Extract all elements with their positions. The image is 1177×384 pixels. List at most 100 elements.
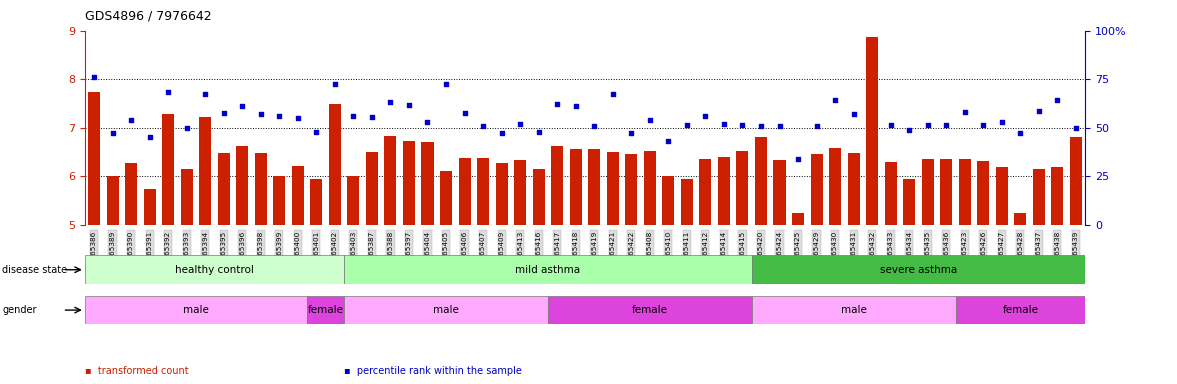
Point — [1066, 124, 1085, 131]
Bar — [570, 149, 581, 225]
Text: ▪  percentile rank within the sample: ▪ percentile rank within the sample — [344, 366, 521, 376]
Bar — [754, 137, 767, 225]
Bar — [273, 176, 285, 225]
Point — [455, 110, 474, 116]
Point — [659, 138, 678, 144]
Bar — [344, 255, 752, 284]
Bar — [1033, 169, 1045, 225]
Point — [473, 123, 492, 129]
Point — [381, 99, 400, 106]
Bar — [292, 167, 304, 225]
Point — [511, 121, 530, 127]
Bar — [533, 169, 545, 225]
Bar — [459, 158, 471, 225]
Point — [621, 131, 640, 137]
Bar — [144, 189, 155, 225]
Bar — [106, 176, 119, 225]
Bar — [514, 160, 526, 225]
Bar — [940, 159, 952, 225]
Point — [789, 156, 807, 162]
Bar — [625, 154, 637, 225]
Point — [752, 123, 771, 129]
Bar — [385, 136, 397, 225]
Bar — [328, 104, 341, 225]
Text: male: male — [840, 305, 866, 315]
Bar — [606, 152, 619, 225]
Point — [233, 103, 252, 109]
Point — [807, 123, 826, 129]
Bar — [366, 152, 378, 225]
Bar — [847, 153, 859, 225]
Bar — [347, 176, 359, 225]
Point — [195, 91, 214, 97]
Text: female: female — [1003, 305, 1038, 315]
Text: gender: gender — [2, 305, 36, 315]
Point — [956, 109, 975, 115]
Text: disease state: disease state — [2, 265, 67, 275]
Bar — [588, 149, 600, 225]
Bar — [218, 153, 230, 225]
Point — [325, 81, 344, 87]
Bar — [311, 179, 322, 225]
Point — [418, 119, 437, 125]
Bar — [421, 142, 433, 225]
Point — [918, 122, 937, 128]
Bar — [996, 167, 1008, 225]
Point — [121, 118, 140, 124]
Point — [1011, 131, 1030, 137]
Point — [252, 111, 271, 117]
Point — [733, 122, 752, 128]
Bar — [1015, 212, 1026, 225]
Text: healthy control: healthy control — [175, 265, 254, 275]
Text: female: female — [307, 305, 344, 315]
Bar — [811, 154, 823, 225]
Point — [566, 103, 585, 109]
Bar — [88, 92, 100, 225]
Bar — [477, 158, 490, 225]
Bar — [548, 296, 752, 324]
Bar — [956, 296, 1085, 324]
Point — [1030, 108, 1049, 114]
Point — [640, 118, 659, 124]
Text: mild asthma: mild asthma — [516, 265, 580, 275]
Point — [825, 96, 844, 103]
Bar — [663, 176, 674, 225]
Bar — [644, 151, 656, 225]
Text: GDS4896 / 7976642: GDS4896 / 7976642 — [85, 10, 212, 23]
Point — [363, 114, 381, 120]
Bar — [307, 296, 344, 324]
Point — [85, 74, 104, 80]
Bar — [1051, 167, 1064, 225]
Point — [530, 129, 548, 135]
Point — [270, 113, 288, 119]
Point — [678, 122, 697, 128]
Bar — [344, 296, 548, 324]
Bar — [866, 36, 878, 225]
Bar — [496, 162, 507, 225]
Point — [899, 127, 918, 133]
Bar — [237, 146, 248, 225]
Point — [604, 91, 623, 97]
Bar — [922, 159, 933, 225]
Bar — [699, 159, 711, 225]
Bar — [718, 157, 730, 225]
Point — [344, 113, 363, 119]
Point — [399, 102, 418, 108]
Bar — [180, 169, 193, 225]
Text: severe asthma: severe asthma — [880, 265, 957, 275]
Point — [770, 123, 789, 129]
Point — [288, 115, 307, 121]
Point — [882, 122, 900, 128]
Text: female: female — [632, 305, 667, 315]
Text: male: male — [182, 305, 208, 315]
Bar — [773, 160, 785, 225]
Bar — [752, 296, 956, 324]
Point — [585, 123, 604, 129]
Point — [214, 110, 233, 116]
Point — [973, 122, 992, 128]
Point — [696, 113, 714, 119]
Bar — [199, 117, 211, 225]
Point — [307, 129, 326, 135]
Point — [937, 122, 956, 128]
Bar — [403, 141, 415, 225]
